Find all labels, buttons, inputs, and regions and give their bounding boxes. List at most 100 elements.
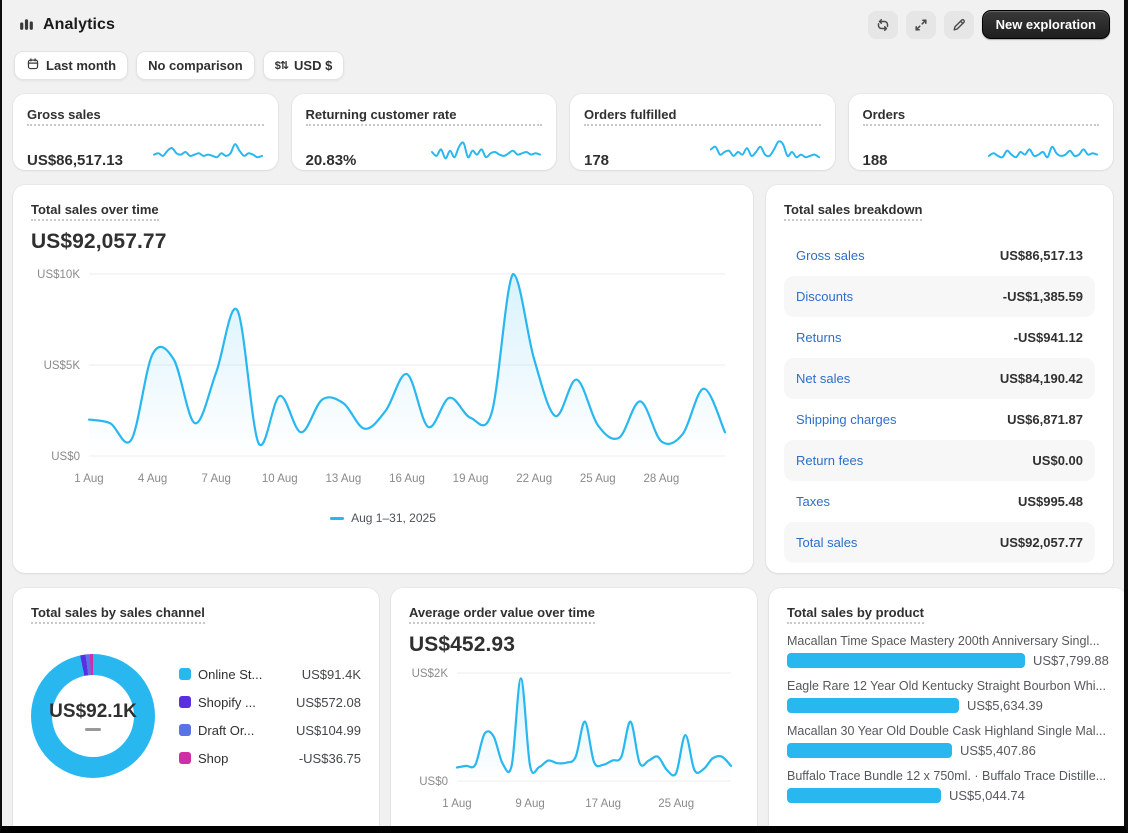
metric-card-returning-rate[interactable]: Returning customer rate 20.83%: [292, 94, 557, 170]
sales-by-product-card: Total sales by product Macallan Time Spa…: [769, 588, 1127, 833]
svg-text:13 Aug: 13 Aug: [325, 473, 361, 485]
channel-label: Online St...: [198, 667, 302, 682]
channel-legend-row: Shopify ...US$572.08: [179, 695, 361, 710]
channel-color-swatch: [179, 752, 191, 764]
channel-label: Draft Or...: [198, 723, 296, 738]
comparison-pill[interactable]: No comparison: [136, 51, 255, 80]
svg-text:US$5K: US$5K: [44, 360, 81, 372]
breakdown-row: Return fees US$0.00: [784, 440, 1095, 481]
metric-value: US$86,517.13: [27, 152, 123, 169]
svg-text:4 Aug: 4 Aug: [138, 473, 167, 485]
breakdown-metric-value: US$995.48: [1018, 494, 1083, 509]
metric-title[interactable]: Returning customer rate: [306, 107, 543, 126]
metric-title[interactable]: Gross sales: [27, 107, 264, 126]
chart-big-value: US$452.93: [409, 633, 739, 657]
metric-card-gross-sales[interactable]: Gross sales US$86,517.13: [13, 94, 278, 170]
svg-text:25 Aug: 25 Aug: [658, 798, 694, 810]
channel-legend-row: Shop-US$36.75: [179, 751, 361, 766]
analytics-dashboard: Analytics: [0, 0, 1128, 833]
product-sales-value: US$5,407.86: [960, 743, 1036, 758]
breakdown-row: Returns -US$941.12: [784, 317, 1095, 358]
breakdown-metric-value: US$0.00: [1032, 453, 1083, 468]
channel-legend-row: Draft Or...US$104.99: [179, 723, 361, 738]
breakdown-metric-value: US$86,517.13: [1000, 248, 1083, 263]
page-title: Analytics: [43, 16, 115, 34]
svg-text:US$0: US$0: [419, 776, 448, 788]
currency-pill[interactable]: $⇅ USD $: [263, 51, 345, 80]
metric-value: 20.83%: [306, 152, 357, 169]
breakdown-metric-link[interactable]: Shipping charges: [796, 412, 896, 427]
refresh-button[interactable]: [868, 11, 898, 39]
total-sales-over-time-card: Total sales over time US$92,057.77 US$0 U…: [13, 185, 753, 573]
breakdown-metric-link[interactable]: Total sales: [796, 535, 857, 550]
new-exploration-button[interactable]: New exploration: [982, 10, 1110, 39]
product-name: Eagle Rare 12 Year Old Kentucky Straight…: [787, 679, 1109, 693]
svg-text:19 Aug: 19 Aug: [453, 473, 489, 485]
breakdown-metric-link[interactable]: Return fees: [796, 453, 863, 468]
sales-by-channel-card: Total sales by sales channel US$92.1K On…: [13, 588, 379, 833]
product-sales-value: US$5,044.74: [949, 788, 1025, 803]
sparkline-chart: [709, 133, 821, 169]
refresh-cycle-icon: [875, 17, 891, 33]
channel-value: -US$36.75: [299, 751, 361, 766]
expand-button[interactable]: [906, 11, 936, 39]
product-name: Macallan Time Space Mastery 200th Annive…: [787, 634, 1109, 648]
breakdown-title[interactable]: Total sales breakdown: [784, 202, 922, 221]
sparkline-chart: [430, 133, 542, 169]
channel-label: Shopify ...: [198, 695, 296, 710]
channel-donut-chart: US$92.1K: [31, 654, 155, 778]
svg-text:22 Aug: 22 Aug: [516, 473, 552, 485]
breakdown-metric-value: -US$941.12: [1014, 330, 1083, 345]
breakdown-metric-value: US$6,871.87: [1007, 412, 1083, 427]
metric-title[interactable]: Orders fulfilled: [584, 107, 821, 126]
sparkline-chart: [152, 133, 264, 169]
channel-value: US$572.08: [296, 695, 361, 710]
date-range-pill[interactable]: Last month: [14, 51, 128, 80]
product-sales-bar: [787, 788, 941, 803]
channel-legend-row: Online St...US$91.4K: [179, 667, 361, 682]
product-row: Buffalo Trace Bundle 12 x 750ml. · Buffa…: [787, 769, 1109, 803]
metric-cards-row: Gross sales US$86,517.13 Returning custo…: [13, 94, 1113, 170]
product-name: Macallan 30 Year Old Double Cask Highlan…: [787, 724, 1109, 738]
svg-text:US$10K: US$10K: [37, 269, 80, 281]
channel-color-swatch: [179, 696, 191, 708]
average-order-value-card: Average order value over time US$452.93 …: [391, 588, 757, 833]
chart-title[interactable]: Average order value over time: [409, 605, 595, 624]
svg-text:16 Aug: 16 Aug: [389, 473, 425, 485]
channel-color-swatch: [179, 724, 191, 736]
breakdown-row: Shipping charges US$6,871.87: [784, 399, 1095, 440]
breakdown-metric-link[interactable]: Taxes: [796, 494, 830, 509]
expand-icon: [913, 17, 929, 33]
metric-value: 188: [863, 152, 888, 169]
breakdown-row: Total sales US$92,057.77: [784, 522, 1095, 563]
chart-title[interactable]: Total sales over time: [31, 202, 159, 221]
svg-text:10 Aug: 10 Aug: [262, 473, 298, 485]
breakdown-row: Taxes US$995.48: [784, 481, 1095, 522]
product-sales-value: US$7,799.88: [1033, 653, 1109, 668]
breakdown-metric-link[interactable]: Gross sales: [796, 248, 865, 263]
product-sales-bar: [787, 698, 959, 713]
filter-bar: Last month No comparison $⇅ USD $: [2, 45, 1124, 86]
top-bar: Analytics: [2, 0, 1124, 45]
svg-text:25 Aug: 25 Aug: [580, 473, 616, 485]
breakdown-metric-value: US$92,057.77: [1000, 535, 1083, 550]
product-row: Macallan 30 Year Old Double Cask Highlan…: [787, 724, 1109, 758]
svg-text:1 Aug: 1 Aug: [74, 473, 103, 485]
breakdown-metric-link[interactable]: Discounts: [796, 289, 853, 304]
metric-card-orders[interactable]: Orders 188: [849, 94, 1114, 170]
product-row: Macallan Time Space Mastery 200th Annive…: [787, 634, 1109, 668]
product-sales-value: US$5,634.39: [967, 698, 1043, 713]
metric-title[interactable]: Orders: [863, 107, 1100, 126]
breakdown-metric-link[interactable]: Returns: [796, 330, 842, 345]
metric-card-orders-fulfilled[interactable]: Orders fulfilled 178: [570, 94, 835, 170]
chart-legend: Aug 1–31, 2025: [409, 828, 739, 833]
chart-big-value: US$92,057.77: [31, 230, 735, 254]
chart-title[interactable]: Total sales by sales channel: [31, 605, 205, 624]
svg-text:28 Aug: 28 Aug: [643, 473, 679, 485]
svg-text:US$0: US$0: [51, 451, 80, 463]
channel-value: US$104.99: [296, 723, 361, 738]
breakdown-metric-link[interactable]: Net sales: [796, 371, 850, 386]
channel-value: US$91.4K: [302, 667, 361, 682]
chart-title[interactable]: Total sales by product: [787, 605, 924, 624]
edit-button[interactable]: [944, 11, 974, 39]
